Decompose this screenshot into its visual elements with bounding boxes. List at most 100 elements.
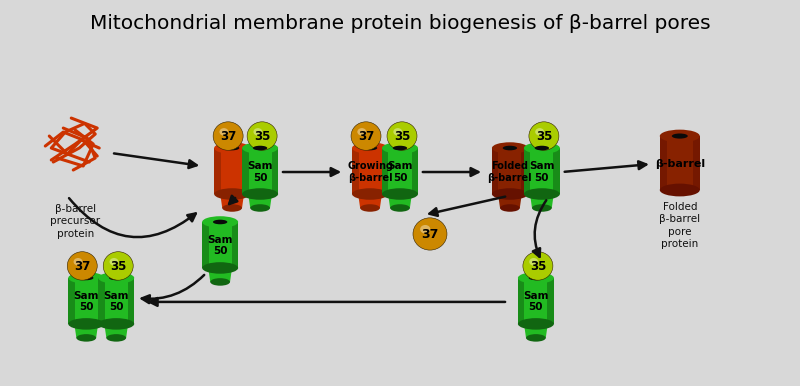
Polygon shape (104, 324, 128, 338)
Ellipse shape (247, 122, 277, 150)
Ellipse shape (518, 318, 554, 330)
Polygon shape (220, 194, 244, 208)
Ellipse shape (523, 252, 553, 280)
Ellipse shape (532, 204, 552, 212)
Polygon shape (202, 222, 209, 268)
Ellipse shape (526, 334, 546, 342)
Ellipse shape (387, 122, 417, 150)
Text: 35: 35 (394, 130, 410, 143)
Ellipse shape (672, 134, 688, 139)
Polygon shape (248, 194, 272, 208)
Ellipse shape (534, 146, 549, 150)
Polygon shape (522, 148, 528, 194)
Polygon shape (524, 148, 530, 194)
Ellipse shape (254, 128, 262, 135)
Ellipse shape (250, 204, 270, 212)
Ellipse shape (253, 146, 267, 150)
Ellipse shape (352, 188, 388, 200)
Polygon shape (68, 278, 74, 324)
Text: 35: 35 (536, 130, 552, 143)
Polygon shape (352, 148, 358, 194)
Polygon shape (74, 324, 98, 338)
Ellipse shape (248, 190, 272, 198)
Ellipse shape (390, 204, 410, 212)
Text: 35: 35 (110, 260, 126, 273)
Ellipse shape (351, 122, 381, 150)
Polygon shape (214, 148, 221, 194)
Polygon shape (202, 222, 238, 268)
Ellipse shape (382, 188, 418, 200)
Polygon shape (208, 268, 232, 282)
Ellipse shape (98, 272, 134, 284)
Ellipse shape (382, 142, 418, 154)
Ellipse shape (213, 122, 243, 150)
Ellipse shape (524, 142, 560, 154)
Ellipse shape (529, 258, 538, 266)
Polygon shape (693, 136, 700, 190)
Ellipse shape (210, 278, 230, 286)
Ellipse shape (660, 184, 700, 196)
Text: Mitochondrial membrane protein biogenesis of β-barrel pores: Mitochondrial membrane protein biogenesi… (90, 14, 710, 33)
Ellipse shape (524, 319, 548, 328)
Text: Sam
50: Sam 50 (523, 291, 549, 312)
Ellipse shape (68, 272, 104, 284)
Text: 35: 35 (254, 130, 270, 143)
Polygon shape (547, 278, 554, 324)
Ellipse shape (500, 204, 520, 212)
Polygon shape (554, 148, 560, 194)
Ellipse shape (76, 334, 96, 342)
Ellipse shape (530, 190, 554, 198)
Ellipse shape (213, 220, 227, 224)
Text: Growing
β-barrel: Growing β-barrel (347, 161, 393, 183)
Ellipse shape (242, 142, 278, 154)
Polygon shape (98, 278, 104, 324)
Ellipse shape (660, 130, 700, 142)
Polygon shape (98, 278, 134, 324)
Polygon shape (272, 148, 278, 194)
Polygon shape (492, 148, 528, 194)
Ellipse shape (208, 263, 232, 273)
Polygon shape (518, 278, 554, 324)
Polygon shape (411, 148, 418, 194)
Ellipse shape (529, 122, 559, 150)
Ellipse shape (413, 218, 447, 250)
Ellipse shape (74, 319, 98, 328)
Polygon shape (98, 278, 105, 324)
Polygon shape (382, 148, 389, 194)
Polygon shape (352, 148, 388, 194)
Ellipse shape (363, 146, 378, 150)
Ellipse shape (219, 128, 229, 135)
Ellipse shape (502, 146, 517, 150)
Polygon shape (524, 324, 548, 338)
Text: 37: 37 (422, 228, 438, 241)
Text: 37: 37 (220, 130, 236, 143)
Polygon shape (382, 148, 388, 194)
Ellipse shape (393, 146, 407, 150)
Ellipse shape (352, 142, 388, 154)
Ellipse shape (220, 190, 244, 198)
Ellipse shape (222, 204, 242, 212)
Text: Sam
50: Sam 50 (247, 161, 273, 183)
Polygon shape (242, 148, 278, 194)
Polygon shape (388, 194, 412, 208)
Polygon shape (128, 278, 134, 324)
Polygon shape (358, 194, 382, 208)
Text: Folded
β-barrel
pore
protein: Folded β-barrel pore protein (659, 202, 700, 249)
Ellipse shape (225, 146, 239, 150)
Ellipse shape (214, 142, 250, 154)
Ellipse shape (202, 262, 238, 274)
Ellipse shape (104, 319, 128, 328)
Ellipse shape (110, 258, 118, 266)
Polygon shape (660, 136, 667, 190)
Polygon shape (518, 278, 524, 324)
Polygon shape (242, 148, 249, 194)
Polygon shape (492, 148, 498, 194)
Ellipse shape (529, 276, 543, 280)
Ellipse shape (68, 318, 104, 330)
Ellipse shape (79, 276, 94, 280)
Ellipse shape (535, 128, 544, 135)
Text: 37: 37 (358, 130, 374, 143)
Ellipse shape (106, 334, 126, 342)
Ellipse shape (242, 188, 278, 200)
Polygon shape (232, 222, 238, 268)
